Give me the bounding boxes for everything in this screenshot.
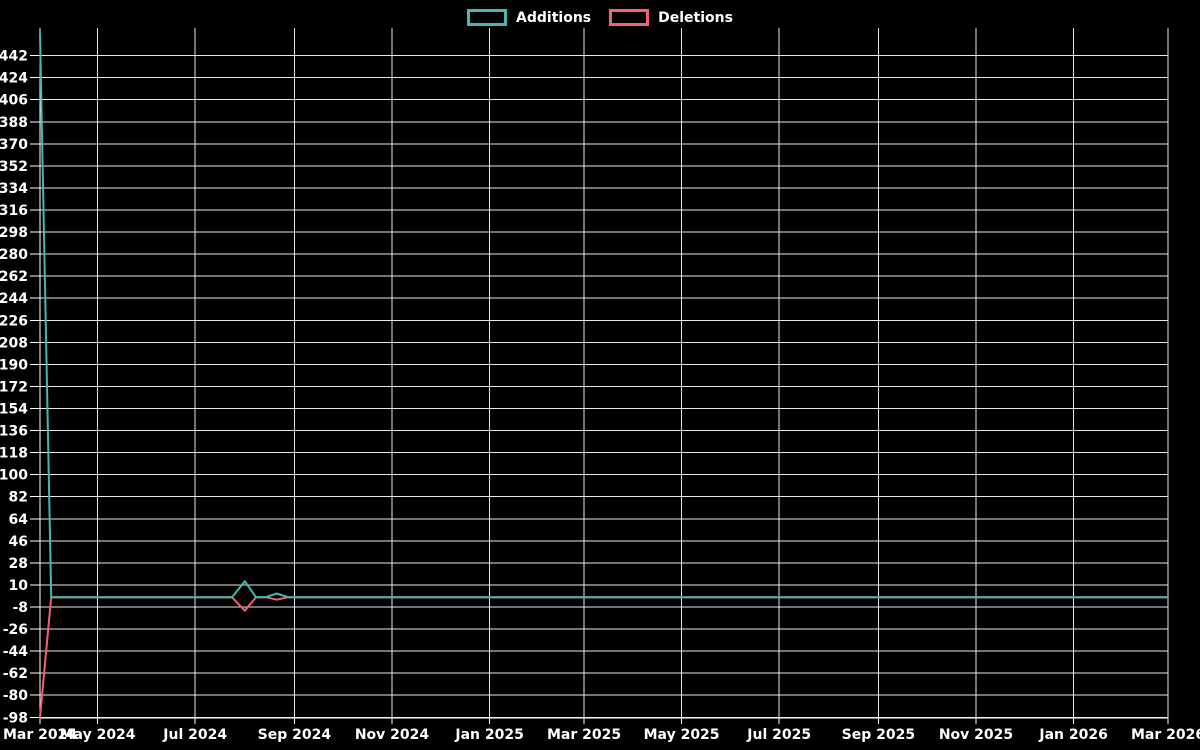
svg-text:190: 190: [0, 357, 28, 373]
additions-swatch-icon: [467, 9, 508, 26]
svg-text:298: 298: [0, 225, 28, 241]
svg-text:424: 424: [0, 71, 28, 87]
svg-text:388: 388: [0, 115, 28, 131]
svg-text:28: 28: [9, 556, 28, 572]
svg-text:406: 406: [0, 93, 28, 109]
svg-text:118: 118: [0, 446, 28, 462]
svg-text:244: 244: [0, 291, 28, 307]
svg-text:-8: -8: [12, 600, 28, 616]
legend-item-deletions[interactable]: Deletions: [609, 9, 733, 26]
svg-text:-62: -62: [3, 666, 28, 682]
svg-text:352: 352: [0, 159, 28, 175]
legend-label-additions: Additions: [516, 9, 592, 26]
svg-text:Nov 2025: Nov 2025: [939, 727, 1013, 743]
svg-text:May 2025: May 2025: [644, 727, 720, 743]
legend-label-deletions: Deletions: [658, 9, 733, 26]
svg-text:136: 136: [0, 424, 28, 440]
svg-text:280: 280: [0, 247, 28, 263]
svg-text:Jul 2024: Jul 2024: [162, 727, 227, 743]
svg-text:Jul 2025: Jul 2025: [746, 727, 811, 743]
svg-text:46: 46: [9, 534, 28, 550]
svg-text:226: 226: [0, 313, 28, 329]
svg-text:Nov 2024: Nov 2024: [355, 727, 430, 743]
svg-text:Jan 2026: Jan 2026: [1038, 727, 1107, 743]
svg-text:208: 208: [0, 335, 28, 351]
svg-text:Sep 2025: Sep 2025: [842, 727, 915, 743]
svg-text:-98: -98: [3, 710, 28, 726]
svg-text:Jan 2025: Jan 2025: [454, 727, 523, 743]
svg-text:442: 442: [0, 49, 28, 65]
svg-text:Mar 2025: Mar 2025: [547, 727, 621, 743]
deletions-swatch-icon: [609, 9, 650, 26]
svg-text:334: 334: [0, 181, 28, 197]
svg-text:May 2024: May 2024: [60, 727, 136, 743]
svg-text:Sep 2024: Sep 2024: [258, 727, 332, 743]
svg-text:10: 10: [9, 578, 29, 594]
svg-text:-80: -80: [3, 688, 29, 704]
svg-text:-44: -44: [3, 644, 29, 660]
svg-text:64: 64: [9, 512, 29, 528]
legend-item-additions[interactable]: Additions: [467, 9, 591, 26]
chart-legend: Additions Deletions: [0, 9, 1200, 26]
svg-text:82: 82: [9, 490, 28, 506]
svg-text:370: 370: [0, 137, 28, 153]
svg-text:172: 172: [0, 379, 28, 395]
svg-text:Mar 2024: Mar 2024: [3, 727, 77, 743]
svg-text:262: 262: [0, 269, 28, 285]
svg-text:100: 100: [0, 468, 28, 484]
svg-text:154: 154: [0, 402, 28, 418]
svg-text:Mar 2026: Mar 2026: [1131, 727, 1200, 743]
svg-text:-26: -26: [3, 622, 28, 638]
svg-text:316: 316: [0, 203, 28, 219]
